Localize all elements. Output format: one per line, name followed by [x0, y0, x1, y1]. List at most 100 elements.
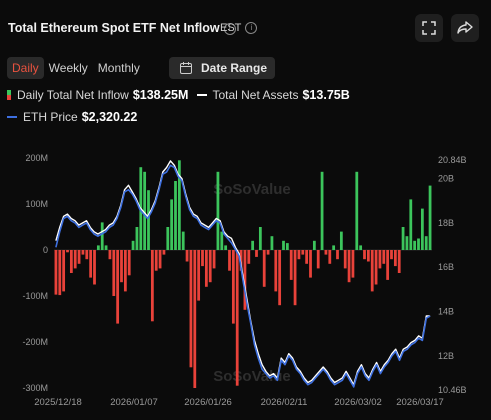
inflow-bar — [197, 250, 201, 301]
inflow-bar — [228, 250, 231, 271]
inflow-bar — [189, 250, 193, 368]
timezone-info-icon[interactable]: i — [245, 22, 258, 35]
fullscreen-icon — [422, 21, 436, 35]
inflow-bar — [258, 227, 262, 250]
y-left-tick-label: -100M — [22, 291, 48, 301]
inflow-bar — [316, 250, 320, 269]
inflow-bar — [282, 240, 285, 250]
inflow-bar — [208, 250, 212, 283]
y-right-tick-label: 16B — [438, 262, 454, 272]
inflow-bar — [328, 250, 332, 264]
assets-legend-swatch — [197, 94, 208, 96]
inflow-bar — [174, 181, 177, 250]
assets-legend-label: Total Net Assets — [212, 88, 299, 102]
inflow-bar — [401, 227, 405, 250]
y-right-tick-label: 18B — [438, 218, 454, 228]
inflow-bar — [77, 250, 81, 264]
share-icon — [457, 21, 473, 34]
inflow-bar — [266, 250, 270, 255]
inflow-bar — [96, 245, 100, 250]
inflow-bar — [162, 250, 166, 255]
inflow-bar — [62, 250, 66, 292]
inflow-bar — [285, 243, 289, 250]
inflow-bar — [274, 250, 278, 292]
inflow-bar — [417, 238, 420, 250]
inflow-bar — [135, 227, 139, 250]
inflow-bar — [374, 250, 378, 285]
legend-row-1: Daily Total Net Inflow $138.25M Total Ne… — [7, 88, 350, 102]
date-range-button[interactable]: Date Range — [169, 57, 275, 79]
inflow-bar — [390, 250, 393, 260]
inflow-bar — [93, 250, 96, 285]
inflow-bar — [201, 250, 204, 267]
period-tabs: Daily Weekly Monthly — [7, 57, 145, 79]
inflow-bar — [108, 250, 112, 260]
inflow-bar — [305, 250, 309, 264]
inflow-bar — [359, 245, 363, 250]
tab-monthly[interactable]: Monthly — [97, 61, 140, 75]
inflow-bar — [343, 250, 347, 269]
inflow-legend-value: $138.25M — [132, 88, 189, 102]
inflow-bar — [170, 199, 174, 250]
inflow-bar — [378, 250, 382, 269]
header: Total Ethereum Spot ETF Net Inflow i EST i — [6, 14, 485, 42]
inflow-bar — [278, 250, 282, 306]
inflow-bar — [405, 236, 409, 250]
legend-row-2: ETH Price $2,320.22 — [7, 110, 137, 124]
fullscreen-button[interactable] — [415, 14, 443, 42]
inflow-bar — [216, 171, 220, 250]
y-left-tick-label: -300M — [22, 383, 48, 393]
inflow-bar — [123, 250, 127, 292]
inflow-legend-swatch — [7, 90, 11, 100]
timezone-label[interactable]: EST i — [220, 14, 258, 42]
inflow-bar — [131, 240, 135, 250]
inflow-bar — [158, 250, 162, 269]
x-tick-label: 2026/02/11 — [261, 397, 308, 408]
inflow-bar — [69, 250, 73, 273]
share-button[interactable] — [451, 14, 479, 42]
inflow-bar — [224, 245, 228, 250]
y-right-tick-label: 20.84B — [438, 155, 467, 165]
eth-price-line — [55, 164, 431, 388]
inflow-bar — [332, 245, 336, 250]
chart-title-text: Total Ethereum Spot ETF Net Inflow — [8, 21, 220, 35]
inflow-bar — [393, 250, 397, 267]
inflow-bar — [73, 250, 77, 269]
inflow-bar — [112, 250, 116, 296]
inflow-bar — [89, 250, 93, 278]
inflow-bar — [320, 171, 324, 250]
inflow-bar — [355, 171, 359, 250]
watermark-text: SoSoValue — [213, 368, 291, 385]
watermark-text: SoSoValue — [213, 181, 291, 198]
inflow-bar — [231, 250, 235, 324]
inflow-bar — [116, 250, 120, 324]
date-range-label: Date Range — [201, 61, 268, 75]
calendar-icon — [180, 62, 192, 74]
inflow-legend-label: Daily Total Net Inflow — [17, 88, 129, 102]
tab-daily[interactable]: Daily — [7, 57, 44, 79]
y-left-tick-label: 0 — [43, 245, 48, 255]
tab-weekly[interactable]: Weekly — [48, 61, 88, 75]
inflow-bar — [212, 250, 216, 269]
chart-title: Total Ethereum Spot ETF Net Inflow i — [8, 14, 236, 42]
info-icon[interactable]: i — [223, 22, 236, 35]
inflow-bar — [181, 231, 185, 250]
inflow-bar — [81, 250, 85, 255]
x-tick-label: 2026/03/17 — [396, 397, 444, 408]
eth-legend-label: ETH Price — [23, 110, 78, 124]
inflow-bar — [255, 250, 258, 257]
inflow-bar — [370, 250, 374, 292]
inflow-bar — [424, 236, 428, 250]
inflow-bar — [289, 250, 293, 280]
x-tick-label: 2025/12/18 — [34, 397, 82, 408]
y-right-tick-label: 12B — [438, 351, 454, 361]
timezone-text: EST — [220, 22, 242, 34]
inflow-bar — [143, 171, 147, 250]
inflow-bar — [382, 250, 386, 264]
inflow-bar — [127, 250, 131, 276]
inflow-bar — [220, 231, 224, 250]
inflow-bar — [193, 250, 197, 388]
inflow-bar — [120, 250, 123, 283]
x-tick-label: 2026/01/26 — [184, 397, 232, 408]
